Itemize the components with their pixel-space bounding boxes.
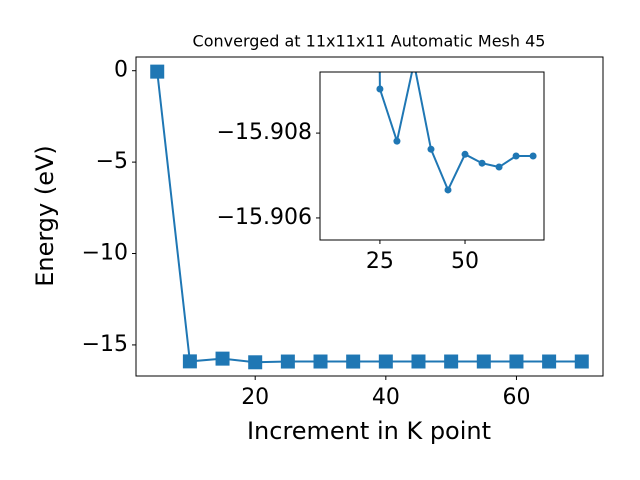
marker bbox=[393, 137, 401, 145]
axes-frame bbox=[319, 71, 545, 241]
marker bbox=[378, 354, 393, 369]
chart-title: Converged at 11x11x11 Automatic Mesh 45 bbox=[193, 32, 546, 51]
x-axis-label: Increment in K point bbox=[247, 417, 491, 445]
marker bbox=[529, 152, 537, 160]
y-tick-label: −15.906 bbox=[217, 205, 312, 230]
y-tick-label: −15.908 bbox=[217, 120, 312, 145]
marker bbox=[444, 354, 459, 369]
marker bbox=[542, 354, 557, 369]
x-tick-label: 60 bbox=[502, 385, 530, 410]
x-tick-label: 25 bbox=[366, 249, 394, 274]
plot-area bbox=[150, 64, 589, 370]
x-tick-label: 50 bbox=[451, 249, 479, 274]
x-tick-label: 40 bbox=[372, 385, 400, 410]
marker bbox=[478, 159, 486, 167]
y-tick-label: −10 bbox=[82, 241, 128, 266]
marker bbox=[574, 354, 589, 369]
marker bbox=[427, 145, 435, 153]
y-tick-label: 0 bbox=[114, 58, 128, 83]
x-tick-label: 20 bbox=[241, 385, 269, 410]
plot-area bbox=[376, 72, 537, 194]
marker bbox=[476, 354, 491, 369]
marker bbox=[346, 354, 361, 369]
marker bbox=[512, 152, 520, 160]
marker bbox=[182, 354, 197, 369]
marker bbox=[495, 163, 503, 171]
marker bbox=[280, 354, 295, 369]
marker bbox=[411, 354, 426, 369]
y-tick-label: −5 bbox=[96, 149, 128, 174]
marker bbox=[376, 85, 384, 93]
axes-frame bbox=[135, 56, 604, 377]
marker bbox=[248, 355, 263, 370]
y-axis-label: Energy (eV) bbox=[31, 145, 59, 287]
marker bbox=[215, 351, 230, 366]
marker bbox=[313, 354, 328, 369]
marker bbox=[461, 150, 469, 158]
marker bbox=[509, 354, 524, 369]
y-tick-label: −15 bbox=[82, 332, 128, 357]
marker bbox=[444, 186, 452, 194]
marker bbox=[150, 64, 165, 79]
